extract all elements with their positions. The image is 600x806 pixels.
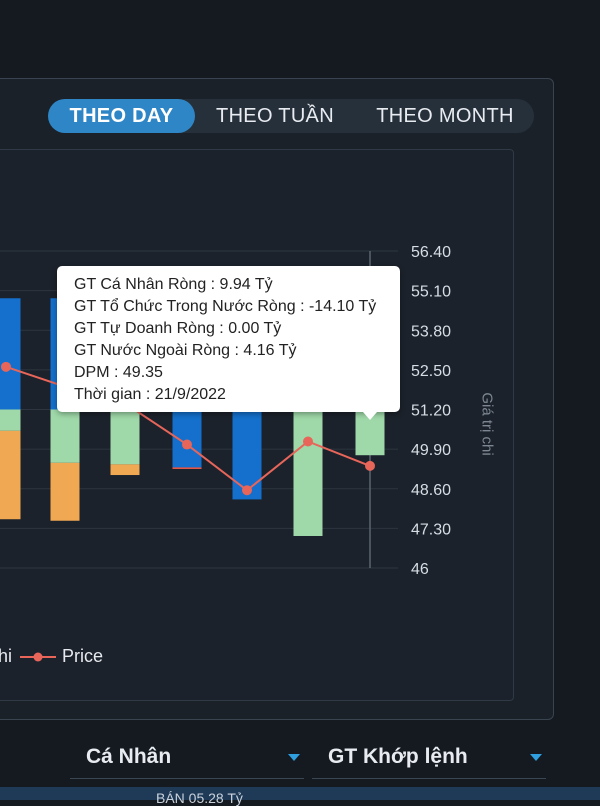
chevron-down-icon: [530, 754, 542, 761]
value-type-dropdown[interactable]: GT Khớp lệnh: [312, 740, 546, 779]
tooltip-line-4: GT Nước Ngoài Ròng : 4.16 Tỷ: [74, 342, 297, 359]
bar-segment: [50, 462, 80, 521]
y-axis-title: Giá trị chi: [478, 392, 496, 456]
price-point: [242, 485, 252, 496]
y-tick-label: 51.20: [411, 403, 451, 420]
chart-tooltip: GT Cá Nhân Ròng : 9.94 Tỷ GT Tổ Chức Tro…: [57, 266, 400, 420]
y-tick-label: 55.10: [411, 284, 451, 301]
tooltip-pointer: [363, 412, 377, 420]
price-point: [1, 361, 11, 372]
chevron-down-icon: [288, 754, 300, 761]
y-tick-label: 49.90: [411, 442, 451, 459]
legend-price-label: Price: [62, 646, 104, 666]
legend-item-left: hi: [0, 646, 12, 667]
investor-dropdown[interactable]: Cá Nhân: [70, 740, 304, 779]
bar-segment: [110, 409, 140, 465]
investor-dropdown-value: Cá Nhân: [86, 745, 172, 768]
y-tick-label: 56.40: [411, 244, 451, 261]
legend-item-price: Price: [62, 646, 103, 667]
tooltip-line-6: Thời gian : 21/9/2022: [74, 386, 226, 403]
y-tick-label: 47.30: [411, 521, 451, 538]
price-point: [303, 436, 313, 447]
tab-theo-day[interactable]: THEO DAY: [48, 99, 195, 133]
tooltip-line-2: GT Tổ Chức Trong Nước Ròng : -14.10 Tỷ: [74, 298, 377, 315]
tab-theo-month[interactable]: THEO MONTH: [376, 105, 514, 127]
y-tick-label: 53.80: [411, 323, 451, 340]
price-point: [365, 460, 375, 471]
footer-text: BÁN 05.28 Tỷ: [156, 790, 243, 806]
bar-segment: [110, 464, 140, 476]
bar-segment: [0, 298, 21, 410]
tab-theo-tuan[interactable]: THEO TUẦN: [216, 105, 334, 127]
value-type-dropdown-value: GT Khớp lệnh: [328, 745, 468, 768]
price-legend-icon: [20, 652, 56, 662]
tooltip-line-1: GT Cá Nhân Ròng : 9.94 Tỷ: [74, 276, 273, 293]
tooltip-line-3: GT Tự Doanh Ròng : 0.00 Tỷ: [74, 320, 282, 337]
bar-segment: [0, 430, 21, 520]
price-point: [182, 439, 192, 450]
y-tick-label: 48.60: [411, 482, 451, 499]
bar-segment: [293, 409, 323, 536]
bar-segment: [50, 409, 80, 463]
bar-segment: [232, 409, 262, 500]
tooltip-line-5: DPM : 49.35: [74, 364, 163, 381]
y-tick-label: 46: [411, 561, 429, 578]
bar-segment: [172, 467, 202, 469]
footer-strip: [0, 787, 600, 800]
y-tick-label: 52.50: [411, 363, 451, 380]
legend-left-label: hi: [0, 646, 13, 666]
bar-segment: [0, 409, 21, 431]
